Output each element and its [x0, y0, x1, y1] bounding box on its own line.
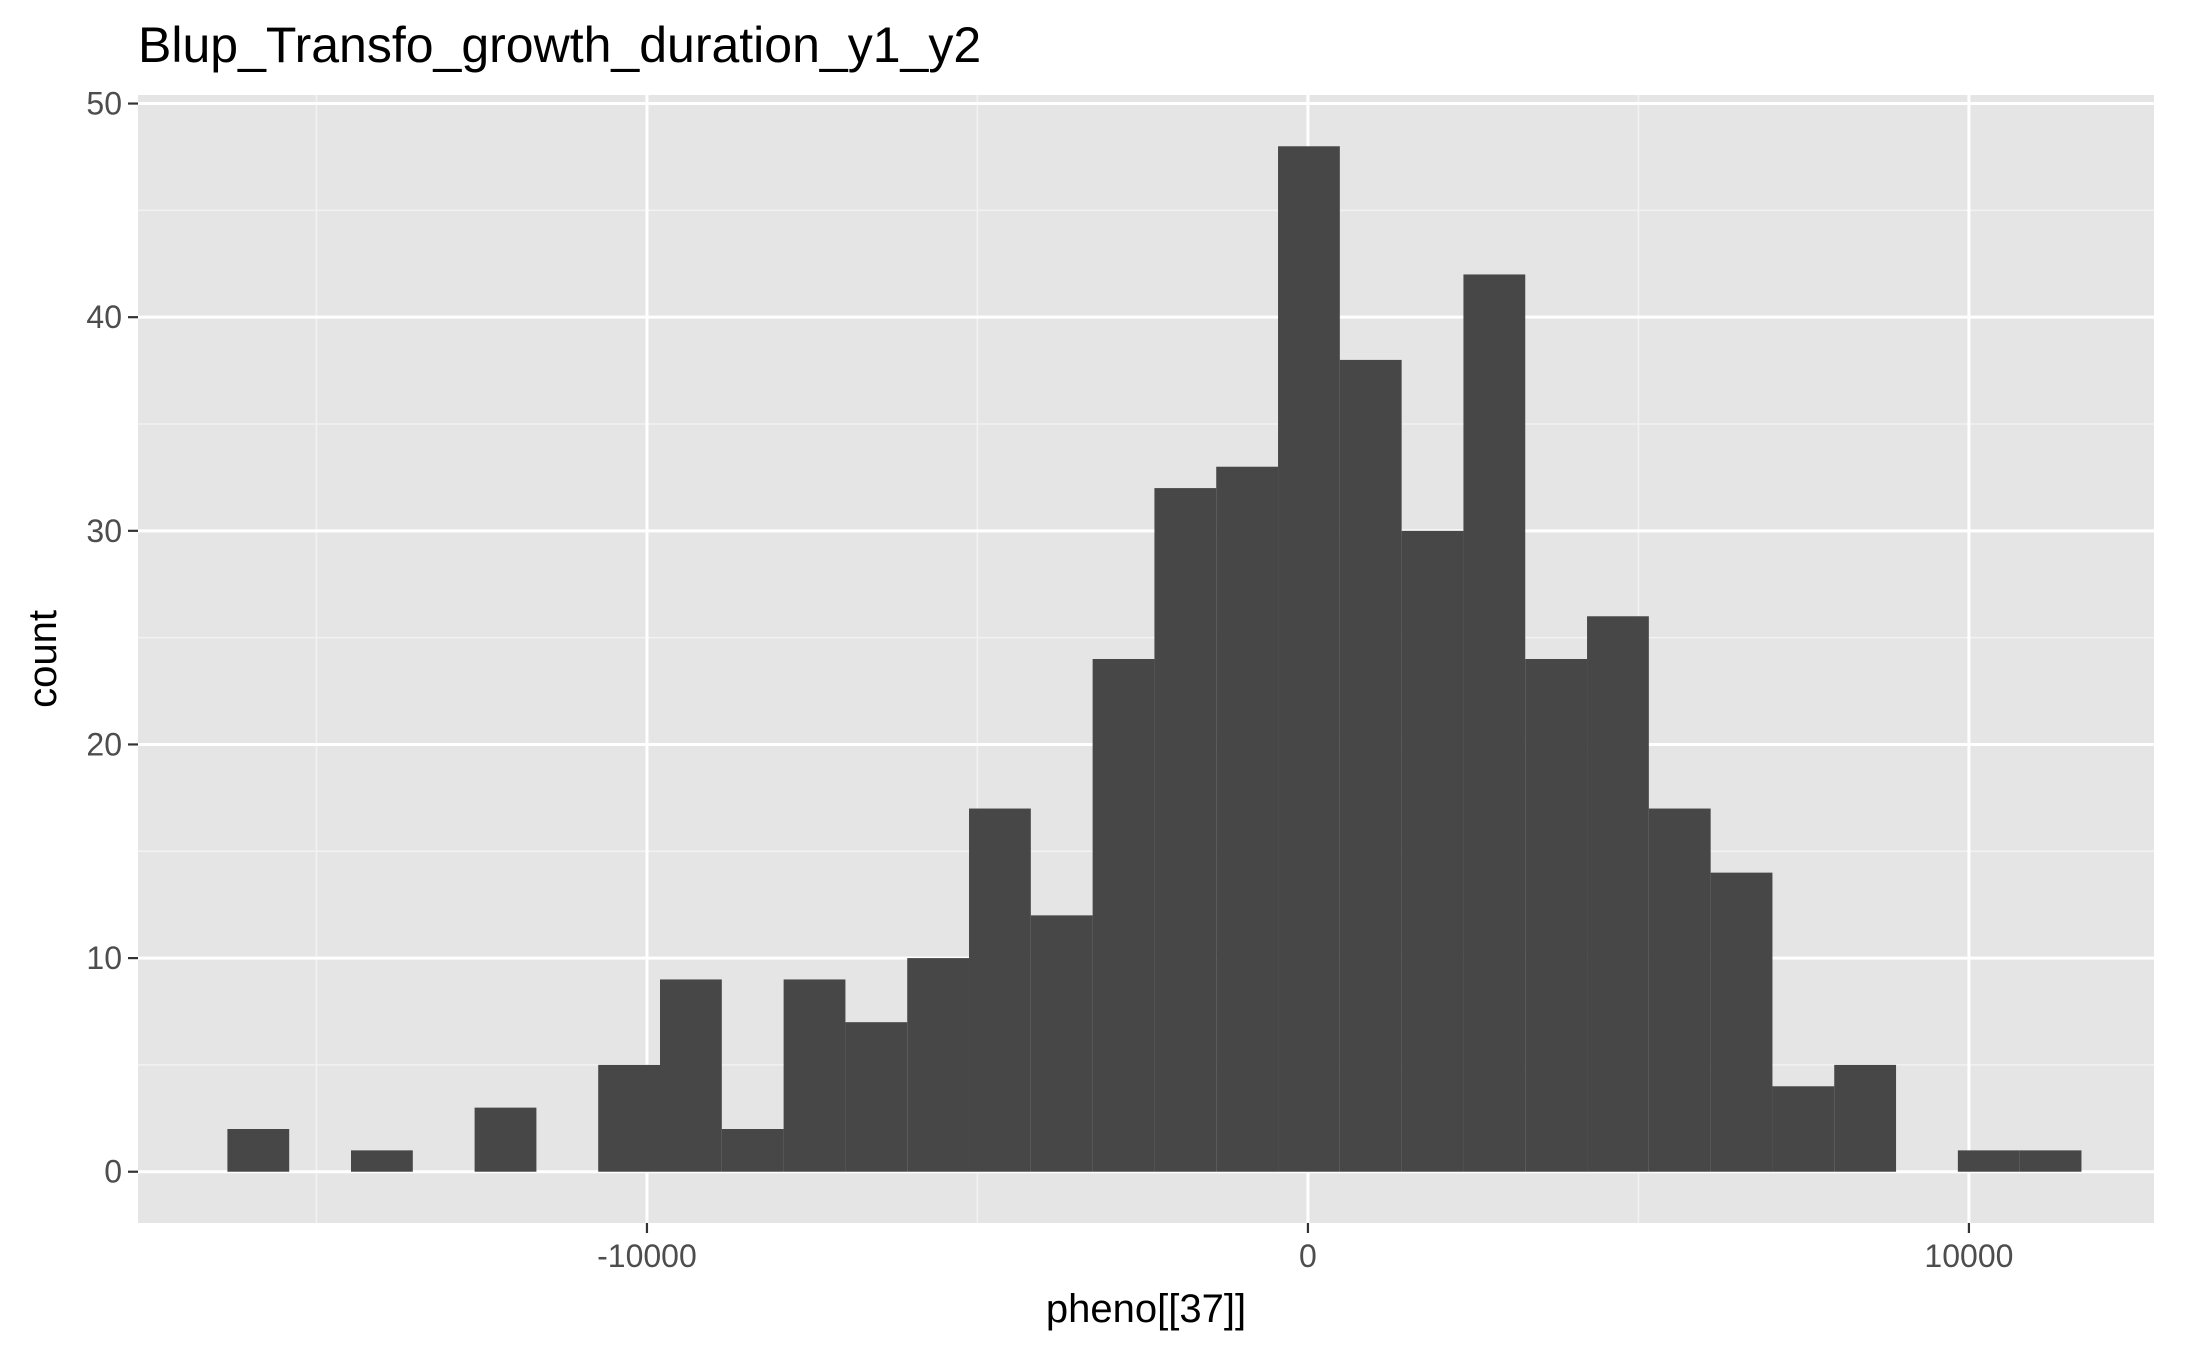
- histogram-bar: [845, 1022, 908, 1172]
- y-tick-label: 0: [104, 1154, 122, 1190]
- histogram-bar: [1834, 1064, 1897, 1172]
- histogram-bar: [598, 1064, 661, 1172]
- histogram-bar: [1092, 659, 1155, 1172]
- x-axis-title: pheno[[37]]: [1046, 1287, 1246, 1331]
- histogram-bar: [1216, 466, 1279, 1172]
- histogram-bar: [2019, 1150, 2082, 1172]
- histogram-bar: [227, 1129, 290, 1172]
- chart-title: Blup_Transfo_growth_duration_y1_y2: [138, 17, 981, 73]
- y-tick-label: 20: [86, 726, 122, 762]
- histogram-bar: [1030, 915, 1093, 1172]
- y-tick-label: 30: [86, 513, 122, 549]
- histogram-bar: [1957, 1150, 2020, 1172]
- y-axis-title: count: [21, 610, 65, 708]
- histogram-bars: [227, 146, 2082, 1172]
- histogram-bar: [1772, 1086, 1835, 1172]
- y-tick-label: 40: [86, 299, 122, 335]
- y-tick-label: 50: [86, 86, 122, 122]
- histogram-bar: [907, 958, 970, 1172]
- x-tick-label: 10000: [1924, 1238, 2013, 1274]
- histogram-bar: [660, 979, 722, 1172]
- histogram-bar: [783, 979, 846, 1172]
- histogram-bar: [351, 1150, 413, 1172]
- histogram-bar: [721, 1129, 784, 1172]
- histogram-bar: [1648, 808, 1711, 1172]
- histogram-bar: [474, 1107, 537, 1172]
- histogram-bar: [969, 808, 1031, 1172]
- histogram-bar: [1525, 659, 1588, 1172]
- histogram-bar: [1278, 146, 1340, 1172]
- histogram-bar: [1401, 530, 1464, 1172]
- histogram-bar: [1463, 274, 1526, 1172]
- histogram-bar: [1587, 616, 1649, 1172]
- x-tick-label: 0: [1299, 1238, 1317, 1274]
- x-tick-label: -10000: [597, 1238, 697, 1274]
- axis-ticks: [128, 102, 1971, 1233]
- tick-labels: -10000 0 10000 0 10 20 30 40 50: [86, 86, 2013, 1274]
- histogram-bar: [1710, 872, 1773, 1172]
- histogram-bar: [1339, 359, 1402, 1172]
- y-tick-label: 10: [86, 940, 122, 976]
- histogram-bar: [1154, 488, 1217, 1172]
